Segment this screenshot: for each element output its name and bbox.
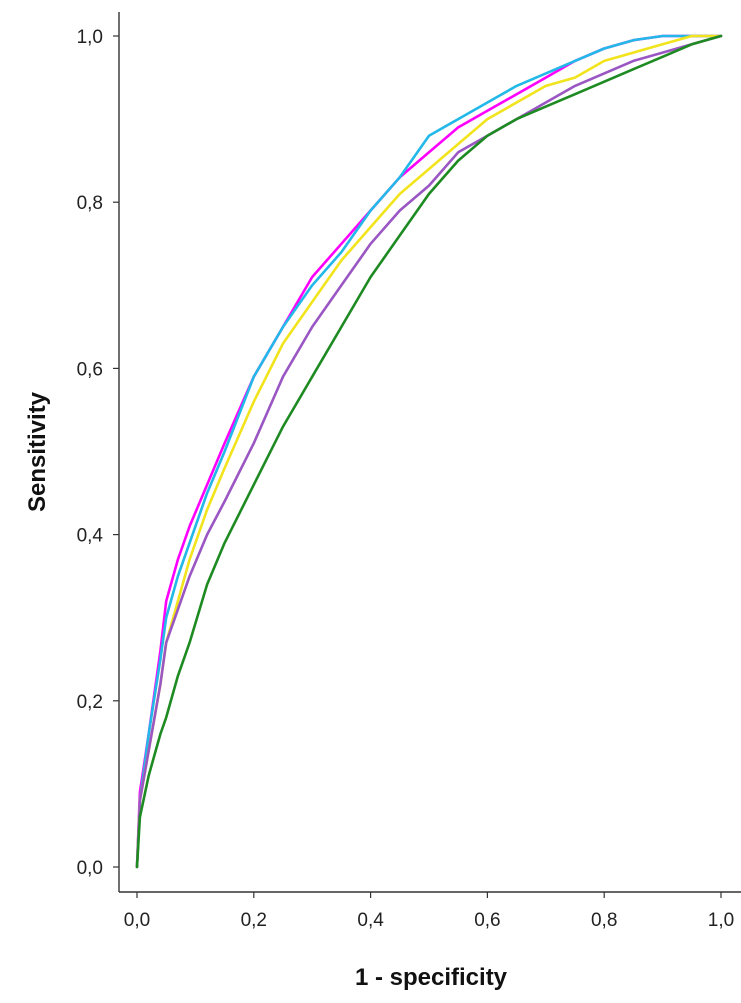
roc-series-line-2 — [135, 34, 723, 869]
roc-series-line-4 — [135, 34, 723, 869]
y-axis-title: Sensitivity — [24, 391, 51, 512]
roc-series-line-5 — [135, 34, 723, 869]
roc-curves — [135, 34, 723, 869]
x-axis-title: 1 - specificity — [355, 964, 508, 991]
y-tick-label: 1,0 — [77, 27, 103, 48]
ticks: 0,0 0,2 0,4 0,6 0,8 1,0 0,0 0,2 0,4 0,6 0,8 1,0 — [77, 27, 735, 931]
axes — [118, 12, 741, 893]
x-tick-label: 0,6 — [474, 910, 500, 931]
y-tick-label: 0,6 — [77, 359, 103, 380]
y-tick-label: 0,4 — [77, 526, 104, 547]
x-tick-label: 0,8 — [591, 910, 617, 931]
y-tick-label: 0,2 — [77, 692, 103, 713]
x-tick-label: 0,4 — [357, 910, 384, 931]
x-tick-label: 0,2 — [241, 910, 267, 931]
y-tick-label: 0,0 — [77, 858, 103, 879]
y-tick-label: 0,8 — [77, 193, 103, 214]
x-tick-label: 0,0 — [124, 910, 150, 931]
x-tick-label: 1,0 — [708, 910, 734, 931]
